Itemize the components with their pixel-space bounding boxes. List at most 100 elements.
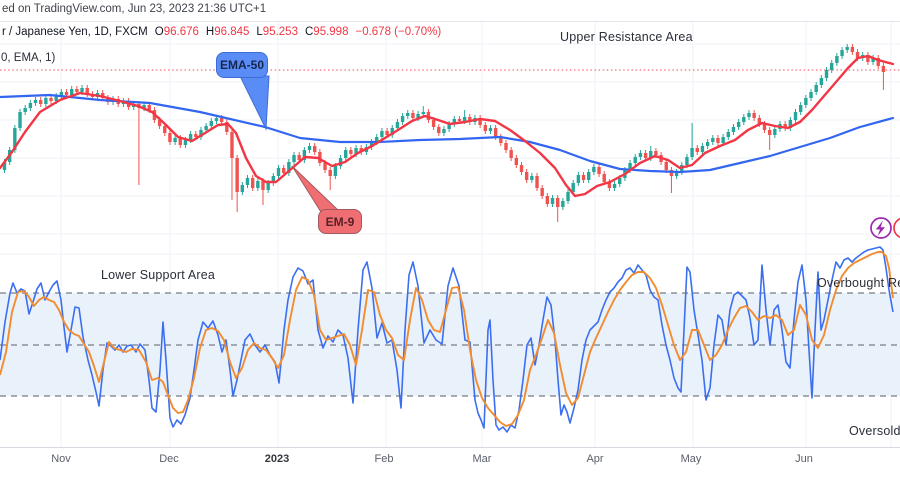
candle-body bbox=[256, 181, 260, 188]
candle-body bbox=[442, 129, 446, 133]
candle-body bbox=[524, 172, 529, 180]
candle-body bbox=[194, 134, 198, 137]
candle-body bbox=[871, 58, 875, 62]
candle-body bbox=[375, 137, 379, 142]
candle-body bbox=[742, 117, 746, 122]
candle-body bbox=[478, 118, 482, 125]
time-axis-label: Dec bbox=[159, 453, 179, 465]
candle-body bbox=[840, 50, 844, 56]
candle-body bbox=[163, 126, 167, 133]
candle-body bbox=[292, 155, 296, 162]
candle-body bbox=[690, 148, 694, 157]
candle-body bbox=[338, 158, 343, 166]
high-label: H bbox=[205, 26, 215, 38]
candle-body bbox=[881, 66, 886, 72]
stochastic-level-lines bbox=[0, 292, 900, 397]
publish-info-text: ed on TradingView.com, Jun 23, 2023 21:3… bbox=[2, 3, 267, 15]
candle-body bbox=[28, 103, 33, 108]
symbol-ohlc-legend[interactable]: r / Japanese Yen, 1D, FXCM O96.676 H96.845… bbox=[2, 26, 441, 38]
candle-body bbox=[395, 122, 400, 128]
candle-body bbox=[535, 176, 539, 188]
candle-body bbox=[59, 92, 64, 96]
candle-body bbox=[214, 118, 219, 121]
candle-body bbox=[721, 137, 725, 143]
indicator-legend[interactable]: 0, EMA, 1) bbox=[1, 52, 56, 64]
stochastic-k-line bbox=[0, 246, 894, 433]
candle-body bbox=[561, 201, 565, 207]
candle-body bbox=[380, 131, 384, 137]
em9-callout[interactable]: EM-9 bbox=[318, 209, 362, 234]
candle-body bbox=[638, 153, 643, 157]
lower-support-label[interactable]: Lower Support Area bbox=[101, 268, 216, 282]
candle-body bbox=[819, 78, 824, 85]
candle-body bbox=[188, 134, 193, 140]
candle-body bbox=[75, 89, 79, 92]
candle-body bbox=[649, 151, 653, 158]
upper-resistance-label[interactable]: Upper Resistance Area bbox=[560, 30, 693, 44]
candle-body bbox=[245, 178, 250, 185]
candle-body bbox=[313, 146, 317, 152]
candle-body bbox=[142, 105, 146, 108]
candle-body bbox=[54, 96, 58, 101]
candle-body bbox=[576, 175, 581, 183]
candle-body bbox=[824, 70, 829, 78]
candle-body bbox=[566, 192, 570, 201]
candle-body bbox=[773, 129, 777, 135]
candle-body bbox=[633, 157, 637, 163]
candle-body bbox=[333, 166, 338, 176]
time-axis-label: Mar bbox=[472, 453, 492, 465]
candle-body bbox=[845, 47, 849, 50]
candle-body bbox=[33, 100, 38, 103]
candle-body bbox=[711, 138, 715, 142]
candle-body bbox=[483, 125, 488, 131]
candle-body bbox=[705, 142, 710, 146]
partial-reaction-icon[interactable] bbox=[893, 217, 900, 239]
candle-body bbox=[369, 142, 374, 147]
candle-body bbox=[2, 162, 7, 170]
candle-body bbox=[431, 120, 436, 127]
candle-body bbox=[592, 167, 596, 172]
oversold-label[interactable]: Oversold bbox=[849, 424, 900, 438]
time-axis[interactable]: Nov Dec 2023 Feb Mar Apr May Jun bbox=[0, 447, 900, 471]
candle-body bbox=[747, 113, 751, 117]
candle-body bbox=[297, 155, 301, 160]
candle-body bbox=[354, 148, 358, 154]
ema50-callout[interactable]: EMA-50 bbox=[216, 52, 268, 78]
candle-body bbox=[230, 132, 234, 158]
candle-body bbox=[835, 56, 839, 63]
candle-body bbox=[757, 118, 762, 124]
candle-body bbox=[700, 146, 705, 152]
candle-body bbox=[804, 98, 808, 105]
candle-body bbox=[685, 157, 689, 165]
time-axis-label: Apr bbox=[586, 453, 604, 465]
lightning-reaction-icon[interactable] bbox=[870, 217, 892, 239]
overbought-label[interactable]: Overbought Reg bbox=[817, 276, 900, 290]
candle-body bbox=[695, 148, 699, 152]
symbol-title: r / Japanese Yen, 1D, FXCM bbox=[2, 26, 148, 38]
candlestick-series bbox=[2, 44, 886, 222]
candle-body bbox=[18, 112, 22, 128]
candle-body bbox=[183, 140, 188, 145]
candle-body bbox=[147, 105, 151, 110]
candle-body bbox=[809, 92, 813, 98]
candle-body bbox=[814, 85, 818, 92]
candle-body bbox=[793, 112, 798, 120]
candle-body bbox=[669, 170, 674, 176]
candle-body bbox=[349, 150, 353, 154]
candle-body bbox=[519, 165, 524, 172]
open-value: 96.676 bbox=[163, 26, 199, 38]
candle-body bbox=[13, 128, 17, 150]
candle-body bbox=[767, 130, 772, 135]
candle-body bbox=[788, 120, 793, 128]
candle-body bbox=[798, 105, 803, 112]
candle-body bbox=[716, 138, 720, 143]
candle-body bbox=[85, 88, 89, 94]
candle-body bbox=[225, 122, 229, 132]
candle-body bbox=[618, 178, 622, 184]
candle-body bbox=[457, 119, 462, 121]
candle-body bbox=[307, 146, 312, 150]
candle-body bbox=[70, 89, 74, 95]
ema9-line bbox=[0, 54, 895, 198]
